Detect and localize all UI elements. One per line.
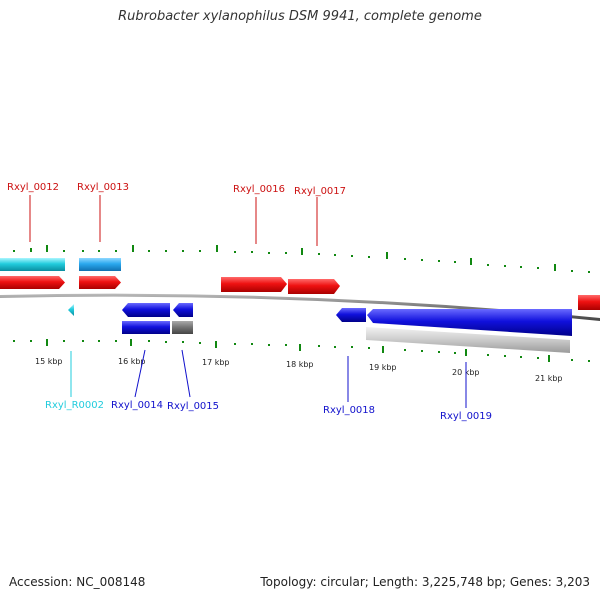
gene-label-rxyl-0019[interactable]: Rxyl_0019	[440, 411, 492, 422]
gene-arrow-offscreen-right[interactable]	[578, 295, 600, 310]
gene-label-rxyl-0014[interactable]: Rxyl_0014	[111, 400, 163, 411]
gene-arrow-rxyl-0013[interactable]	[79, 276, 121, 289]
gene-arrow-rxyl-0014[interactable]	[122, 303, 170, 317]
scale-label-18kbp: 18 kbp	[286, 360, 314, 369]
genome-backbone	[0, 293, 600, 321]
forward-strand-genes	[0, 276, 600, 310]
gene-arrow-rxyl-0015[interactable]	[173, 303, 193, 317]
upper-features	[0, 258, 121, 271]
gene-arrow-rxyl-0012[interactable]	[0, 276, 65, 289]
rna-feature-box[interactable]	[0, 258, 65, 271]
leader-line-rxyl-0015	[181, 349, 191, 398]
gene-arrow-rxyl-0017[interactable]	[288, 279, 340, 294]
gene-arrow-rxyl-0016[interactable]	[221, 277, 287, 292]
scale-label-21kbp: 21 kbp	[535, 374, 563, 383]
leader-line-rxyl-0014	[134, 349, 146, 398]
map-title: Rubrobacter xylanophilus DSM 9941, compl…	[118, 9, 482, 24]
gene-arrow-rxyl-0018[interactable]	[336, 308, 366, 322]
gene-label-rxyl-0016[interactable]: Rxyl_0016	[233, 184, 285, 195]
scale-label-16kbp: 16 kbp	[118, 357, 146, 366]
gene-arrow-rxyl-0019[interactable]	[367, 309, 572, 336]
upper-tick-row	[13, 245, 590, 273]
genome-stats-label: Topology: circular; Length: 3,225,748 bp…	[260, 575, 590, 589]
reverse-strand-genes	[68, 303, 572, 336]
gene-feature-box-0019[interactable]	[366, 327, 570, 353]
lower-tick-row	[13, 339, 590, 362]
gene-feature-box-0013[interactable]	[79, 258, 121, 271]
label-leader-lines	[29, 195, 467, 408]
gene-label-rxyl-r0002[interactable]: Rxyl_R0002	[45, 400, 104, 411]
gene-label-rxyl-0017[interactable]: Rxyl_0017	[294, 186, 346, 197]
gene-label-rxyl-0013[interactable]: Rxyl_0013	[77, 182, 129, 193]
gene-label-rxyl-0012[interactable]: Rxyl_0012	[7, 182, 59, 193]
gene-feature-box-0015[interactable]	[172, 321, 193, 334]
scale-label-19kbp: 19 kbp	[369, 363, 397, 372]
accession-label: Accession: NC_008148	[9, 575, 146, 589]
scale-label-17kbp: 17 kbp	[202, 358, 230, 367]
gene-label-rxyl-0015[interactable]: Rxyl_0015	[167, 401, 219, 412]
lower-features	[122, 321, 570, 353]
rna-arrow-rxyl-r0002[interactable]	[68, 304, 74, 316]
gene-label-rxyl-0018[interactable]: Rxyl_0018	[323, 405, 375, 416]
gene-feature-box-0014[interactable]	[122, 321, 170, 334]
scale-label-15kbp: 15 kbp	[35, 357, 63, 366]
